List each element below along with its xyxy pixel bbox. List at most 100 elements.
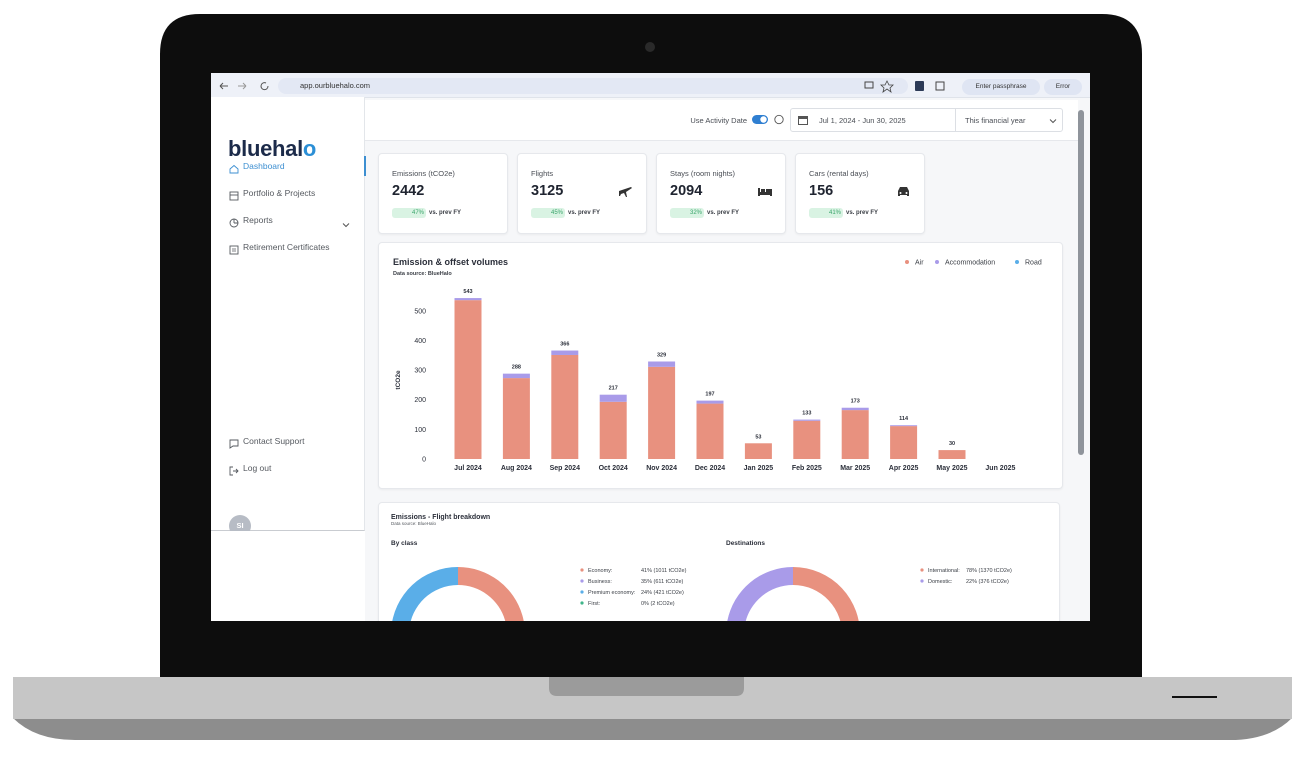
- kpi-label: Cars (rental days): [809, 169, 869, 178]
- kpi-comparison: vs. prev FY: [568, 210, 601, 216]
- bar-total-label: 53: [755, 434, 761, 440]
- bar-total-label: 288: [512, 365, 521, 371]
- nav-item[interactable]: Contact Support: [211, 431, 364, 451]
- laptop-base-shadow: [13, 718, 1292, 740]
- bar-segment[interactable]: [938, 450, 966, 459]
- nav-icon: [229, 242, 239, 262]
- scrollbar[interactable]: [1078, 110, 1084, 455]
- x-tick-label: Apr 2025: [889, 465, 919, 472]
- y-tick-label: 0: [422, 457, 426, 464]
- screen: app.ourbluehalo.com Enter passphrase Err…: [211, 73, 1090, 621]
- logo-accent: o: [302, 136, 317, 161]
- bar-segment[interactable]: [454, 300, 482, 459]
- date-range: Jul 1, 2024 - Jun 30, 2025: [819, 116, 906, 125]
- nav-label: Reports: [243, 215, 273, 225]
- legend-marker: [580, 579, 584, 583]
- bar-segment[interactable]: [551, 354, 579, 459]
- flight-breakdown-card: Emissions - Flight breakdown Data source…: [378, 502, 1060, 621]
- legend-label[interactable]: Road: [1025, 260, 1042, 267]
- nav-item[interactable]: Dashboard: [211, 156, 366, 176]
- y-tick-label: 100: [414, 427, 426, 434]
- pie-title: Destinations: [726, 540, 765, 547]
- legend-label[interactable]: Air: [915, 260, 924, 267]
- logo[interactable]: bluehalo: [228, 136, 316, 162]
- bar-total-label: 543: [463, 289, 472, 295]
- bar-segment[interactable]: [502, 373, 530, 379]
- nav-label: Retirement Certificates: [243, 242, 330, 252]
- legend-marker: [580, 568, 584, 572]
- legend-label[interactable]: Accommodation: [945, 260, 995, 267]
- kpi-card: Flights 3125 45% vs. prev FY: [517, 153, 647, 234]
- kpi-value: 2442: [392, 183, 425, 199]
- bar-segment[interactable]: [890, 426, 918, 459]
- camera: [645, 42, 655, 52]
- legend-label: Domestic:: [928, 579, 953, 585]
- donut-slice[interactable]: [391, 567, 458, 621]
- bar-segment[interactable]: [648, 361, 676, 367]
- legend-value: 24% (421 tCO2e): [641, 590, 684, 596]
- x-tick-label: Jun 2025: [985, 465, 1015, 472]
- x-tick-label: May 2025: [936, 465, 967, 472]
- kpi-change: 47%: [392, 208, 426, 218]
- nav-icon: [229, 188, 239, 208]
- kpi-label: Stays (room nights): [670, 169, 736, 178]
- bar-segment[interactable]: [599, 401, 627, 459]
- donut-slice[interactable]: [727, 567, 793, 621]
- bar-segment[interactable]: [696, 400, 724, 404]
- bar-segment[interactable]: [793, 419, 821, 421]
- chevron-down: [1049, 119, 1057, 124]
- donut-slice[interactable]: [458, 567, 525, 621]
- bar-segment[interactable]: [841, 407, 869, 411]
- legend-marker: [935, 260, 939, 264]
- bar-segment[interactable]: [599, 394, 627, 402]
- bar-total-label: 114: [899, 416, 909, 422]
- x-tick-label: Nov 2024: [646, 465, 677, 472]
- bar-chart: Emission & offset volumes Data source: Bl…: [393, 257, 1042, 472]
- nav-label: Log out: [243, 463, 272, 473]
- nav-item[interactable]: Portfolio & Projects: [211, 183, 364, 203]
- y-tick-label: 500: [414, 308, 426, 315]
- nav-label: Portfolio & Projects: [243, 188, 316, 198]
- bar-segment[interactable]: [502, 378, 530, 459]
- bar-segment[interactable]: [551, 350, 579, 355]
- bar-segment[interactable]: [696, 403, 724, 459]
- kpi-change: 45%: [531, 208, 565, 218]
- calendar-icon: [798, 116, 808, 125]
- legend-value: 35% (611 tCO2e): [641, 579, 684, 585]
- donut-slice[interactable]: [726, 567, 860, 621]
- passphrase-button[interactable]: Enter passphrase: [962, 79, 1040, 95]
- kpi-change: 41%: [809, 208, 843, 218]
- x-tick-label: Mar 2025: [840, 465, 870, 472]
- legend-marker: [920, 568, 924, 572]
- sidebar-lower: [211, 531, 365, 621]
- bar-total-label: 133: [802, 411, 811, 417]
- bar-segment[interactable]: [454, 298, 482, 301]
- x-tick-label: Dec 2024: [695, 465, 725, 472]
- browser-bar: app.ourbluehalo.com Enter passphrase Err…: [211, 73, 1090, 98]
- y-tick-label: 400: [414, 338, 426, 345]
- period-select[interactable]: This financial year: [965, 116, 1026, 125]
- nav-item[interactable]: Log out: [211, 458, 364, 478]
- x-tick-label: Jan 2025: [744, 465, 774, 472]
- bar-total-label: 329: [657, 352, 666, 358]
- bar-segment[interactable]: [793, 420, 821, 459]
- top-bar: Use Activity Date Jul 1, 2024 - Jun 30, …: [365, 100, 1078, 141]
- url-bar[interactable]: app.ourbluehalo.com: [278, 78, 908, 94]
- nav-item[interactable]: Retirement Certificates: [211, 237, 364, 257]
- nav-item[interactable]: Reports: [211, 210, 364, 230]
- legend-marker: [580, 601, 584, 605]
- bar-segment[interactable]: [841, 410, 869, 459]
- bar-segment[interactable]: [890, 425, 918, 427]
- bar-segment[interactable]: [744, 443, 772, 459]
- chevron: [342, 216, 350, 236]
- sidebar: bluehalo SI Dashboard Portfolio & Project…: [211, 97, 366, 537]
- error-button[interactable]: Error: [1044, 79, 1082, 95]
- kpi-card: Emissions (tCO2e) 2442 47% vs. prev FY: [378, 153, 508, 234]
- bar-segment[interactable]: [648, 366, 676, 459]
- kpi-comparison: vs. prev FY: [846, 210, 879, 216]
- legend-value: 41% (1011 tCO2e): [641, 568, 687, 574]
- date-range-picker[interactable]: Jul 1, 2024 - Jun 30, 2025 This financia…: [790, 108, 1063, 132]
- bar-total-label: 30: [949, 441, 955, 447]
- toggle-and-help[interactable]: [751, 113, 787, 127]
- nav-icon: [229, 215, 239, 235]
